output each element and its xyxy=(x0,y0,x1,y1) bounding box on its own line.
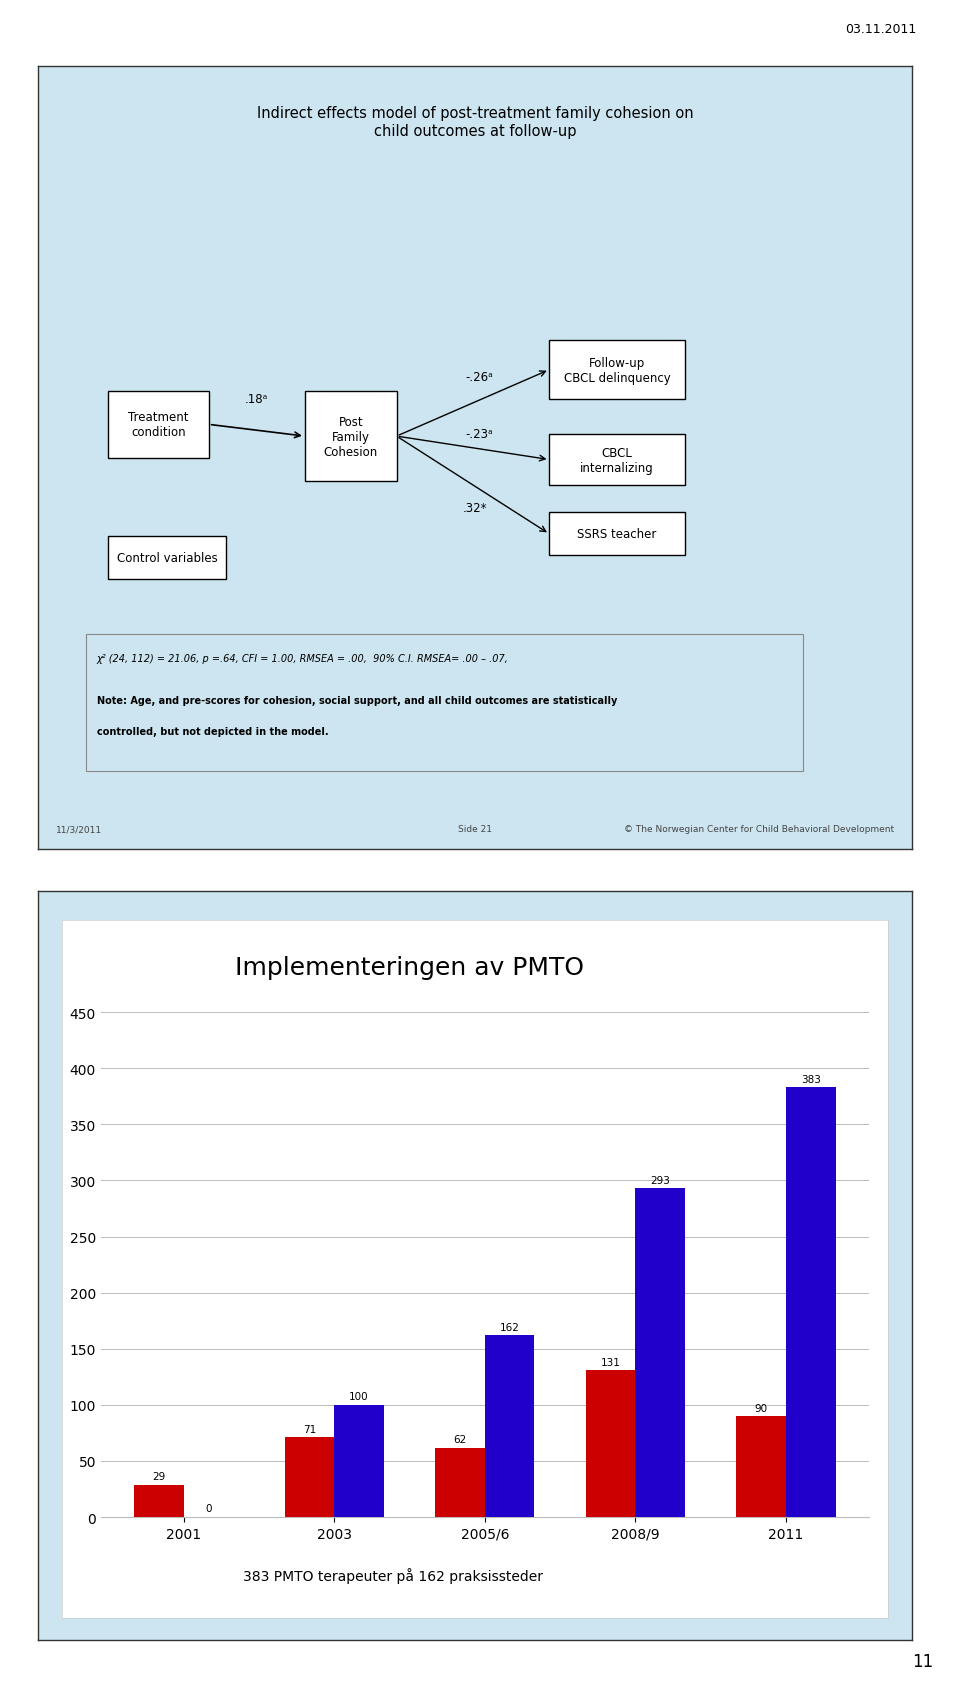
Bar xyxy=(636,1189,685,1517)
Text: 131: 131 xyxy=(601,1357,620,1367)
Text: Note: Age, and pre-scores for cohesion, social support, and all child outcomes a: Note: Age, and pre-scores for cohesion, … xyxy=(97,695,617,705)
Text: Control variables: Control variables xyxy=(117,552,218,565)
FancyBboxPatch shape xyxy=(86,634,803,770)
Text: .32*: .32* xyxy=(463,501,488,515)
FancyBboxPatch shape xyxy=(108,392,208,459)
Text: SSRS teacher: SSRS teacher xyxy=(578,528,657,542)
Text: .18ᵃ: .18ᵃ xyxy=(245,392,269,405)
FancyBboxPatch shape xyxy=(549,436,684,486)
Text: -.26ᵃ: -.26ᵃ xyxy=(466,372,493,383)
Bar xyxy=(586,1371,636,1517)
Bar xyxy=(284,1438,334,1517)
FancyBboxPatch shape xyxy=(549,341,684,400)
Text: 71: 71 xyxy=(302,1425,316,1435)
Text: Follow-up
CBCL delinquency: Follow-up CBCL delinquency xyxy=(564,357,670,385)
Text: © The Norwegian Center for Child Behavioral Development: © The Norwegian Center for Child Behavio… xyxy=(624,824,895,834)
Bar xyxy=(786,1088,835,1517)
Bar xyxy=(435,1448,485,1517)
FancyBboxPatch shape xyxy=(305,392,396,481)
Text: Post
Family
Cohesion: Post Family Cohesion xyxy=(324,415,378,458)
Bar xyxy=(736,1416,786,1517)
Text: 90: 90 xyxy=(755,1403,768,1413)
Text: 0: 0 xyxy=(205,1502,212,1512)
Text: Side 21: Side 21 xyxy=(458,824,492,834)
Text: -.23ᵃ: -.23ᵃ xyxy=(466,427,493,441)
Text: Indirect effects model of post-treatment family cohesion on
child outcomes at fo: Indirect effects model of post-treatment… xyxy=(257,106,693,140)
Text: 100: 100 xyxy=(349,1391,369,1401)
Bar xyxy=(134,1485,183,1517)
Bar xyxy=(334,1404,384,1517)
Text: 29: 29 xyxy=(152,1472,165,1482)
Text: controlled, but not depicted in the model.: controlled, but not depicted in the mode… xyxy=(97,727,328,737)
Text: 11/3/2011: 11/3/2011 xyxy=(56,824,102,834)
Text: 293: 293 xyxy=(650,1176,670,1186)
Text: Implementeringen av PMTO: Implementeringen av PMTO xyxy=(234,955,584,979)
FancyBboxPatch shape xyxy=(549,513,684,557)
Text: CBCL
internalizing: CBCL internalizing xyxy=(580,446,654,474)
Bar xyxy=(485,1336,535,1517)
Text: 11: 11 xyxy=(912,1652,933,1670)
Text: 383: 383 xyxy=(801,1075,821,1085)
Text: 162: 162 xyxy=(500,1322,519,1332)
Text: 383 PMTO terapeuter på 162 praksissteder: 383 PMTO terapeuter på 162 praksissteder xyxy=(243,1568,542,1583)
Text: χ² (24, 112) = 21.06, p =.64, CFI = 1.00, RMSEA = .00,  90% C.I. RMSEA= .00 – .0: χ² (24, 112) = 21.06, p =.64, CFI = 1.00… xyxy=(97,654,509,664)
Text: 62: 62 xyxy=(453,1435,467,1445)
Text: Treatment
condition: Treatment condition xyxy=(129,410,189,439)
FancyBboxPatch shape xyxy=(108,537,227,580)
Text: 03.11.2011: 03.11.2011 xyxy=(846,24,917,35)
